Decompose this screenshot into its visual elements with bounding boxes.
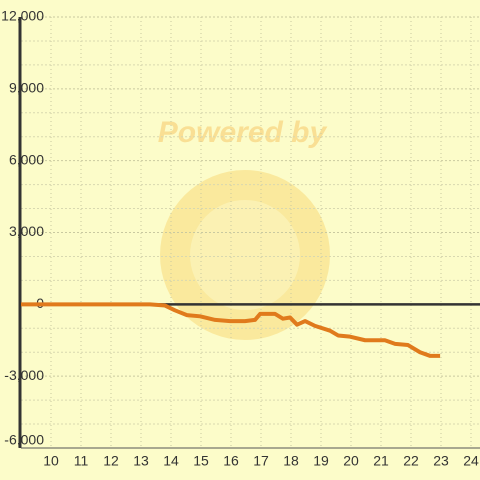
y-tick-label: 9,000 (9, 80, 44, 96)
x-tick-label: 18 (283, 453, 299, 469)
x-tick-label: 13 (133, 453, 149, 469)
x-tick-label: 14 (163, 453, 179, 469)
x-tick-label: 23 (433, 453, 449, 469)
y-tick-label: 3,000 (9, 223, 44, 239)
line (21, 302, 441, 358)
y-tick-label: 12,000 (1, 8, 44, 24)
x-tick-label: 16 (223, 453, 239, 469)
y-tick-label: 6,000 (9, 151, 44, 167)
x-tick-label: 22 (403, 453, 419, 469)
x-tick-label: 15 (193, 453, 209, 469)
y-tick-label: -3,000 (4, 367, 44, 383)
x-tick-label: 10 (43, 453, 59, 469)
x-tick-label: 19 (313, 453, 329, 469)
x-tick-label: 11 (74, 453, 89, 469)
x-tick-label: 21 (373, 453, 389, 469)
watermark-text: Powered by (158, 116, 328, 149)
x-tick-label: 20 (343, 453, 359, 469)
watermark-logo (160, 170, 330, 340)
x-tick-label: 24 (463, 453, 479, 469)
x-tick-label: 12 (103, 453, 119, 469)
x-tick-label: 17 (253, 453, 269, 469)
y-tick-label: -6,000 (4, 432, 44, 448)
